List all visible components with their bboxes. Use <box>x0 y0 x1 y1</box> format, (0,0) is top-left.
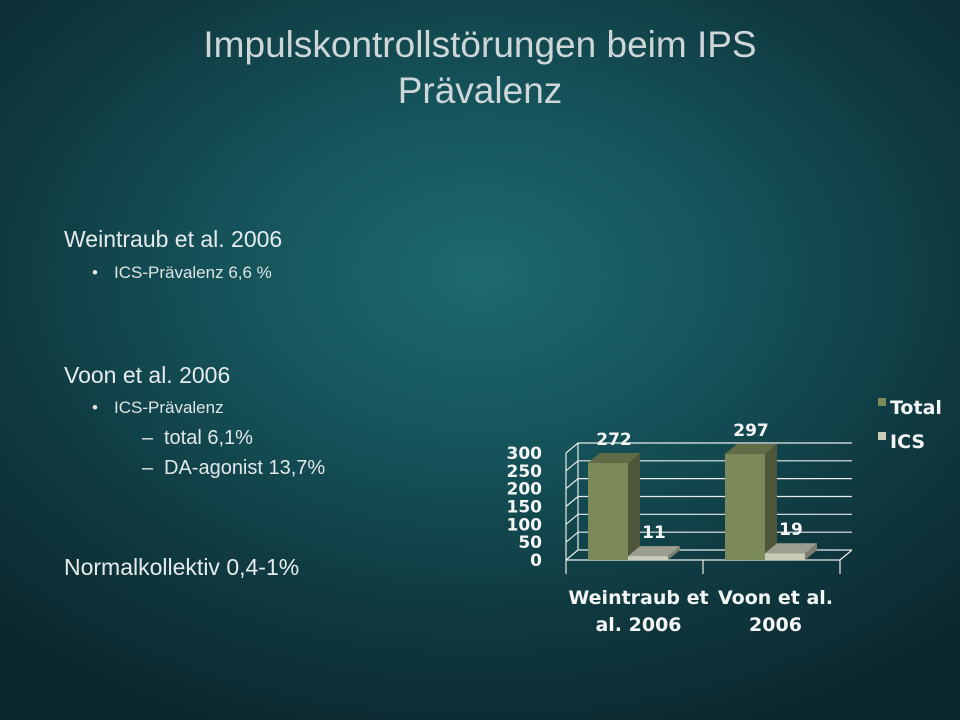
bars <box>588 444 817 560</box>
y-tick-100: 100 <box>507 515 543 535</box>
data-label-ics-0: 11 <box>642 523 666 543</box>
y-tick-200: 200 <box>507 480 543 500</box>
category-label-1-1: 2006 <box>749 614 802 636</box>
y-tick-150: 150 <box>507 497 543 517</box>
legend-label-ics: ICS <box>890 431 925 453</box>
bar-front <box>725 454 765 560</box>
legend: Total ICS <box>878 397 942 453</box>
slide-title: Impulskontrollstörungen beim IPS Prävale… <box>60 22 900 114</box>
weintraub-prevalence-bullet: ICS-Prävalenz 6,6 % <box>92 263 272 283</box>
legend-swatch-total <box>878 398 886 406</box>
voon-total-subbullet: total 6,1% <box>142 427 253 450</box>
bar-front <box>588 462 628 560</box>
y-tick-300: 300 <box>507 444 543 464</box>
bar-top <box>588 452 640 463</box>
y-tick-250: 250 <box>507 462 543 482</box>
data-label-total-0: 272 <box>596 430 632 450</box>
bar-total-1 <box>725 444 777 560</box>
data-labels: 272 11 297 19 <box>596 421 803 543</box>
bar-front <box>628 556 668 560</box>
category-label-1-0: Voon et al. <box>718 587 833 609</box>
bar-ics-1 <box>765 543 817 560</box>
bar-side <box>628 452 640 560</box>
category-label-0-0: Weintraub et <box>568 587 708 609</box>
voon-prevalence-bullet: ICS-Prävalenz <box>92 398 224 418</box>
voon-da-agonist-subbullet: DA-agonist 13,7% <box>142 457 325 480</box>
study-voon: Voon et al. 2006 <box>64 362 231 388</box>
category-label-0-1: al. 2006 <box>595 614 681 636</box>
bar-front <box>765 553 805 560</box>
bar-top <box>765 543 817 554</box>
y-tick-0: 0 <box>530 551 542 571</box>
title-line-2: Prävalenz <box>397 70 563 111</box>
data-label-ics-1: 19 <box>779 520 803 540</box>
bar-top <box>628 546 680 557</box>
data-label-total-1: 297 <box>733 421 769 441</box>
legend-label-total: Total <box>890 397 942 419</box>
bar-side <box>805 543 817 560</box>
legend-swatch-ics <box>878 432 886 440</box>
category-labels: Weintraub et al. 2006 Voon et al. 2006 <box>568 587 833 636</box>
study-weintraub: Weintraub et al. 2006 <box>64 226 283 252</box>
x-axis-end-line <box>839 549 853 561</box>
bar-ics-0 <box>628 546 680 560</box>
gridline-300 <box>565 442 852 454</box>
y-tick-50: 50 <box>518 533 542 553</box>
normal-collective: Normalkollektiv 0,4-1% <box>64 554 300 580</box>
bar-side <box>668 546 680 560</box>
bar-side <box>765 444 777 560</box>
bar-total-0 <box>588 452 640 560</box>
bar-top <box>725 444 777 455</box>
title-line-1: Impulskontrollstörungen beim IPS <box>203 24 757 65</box>
